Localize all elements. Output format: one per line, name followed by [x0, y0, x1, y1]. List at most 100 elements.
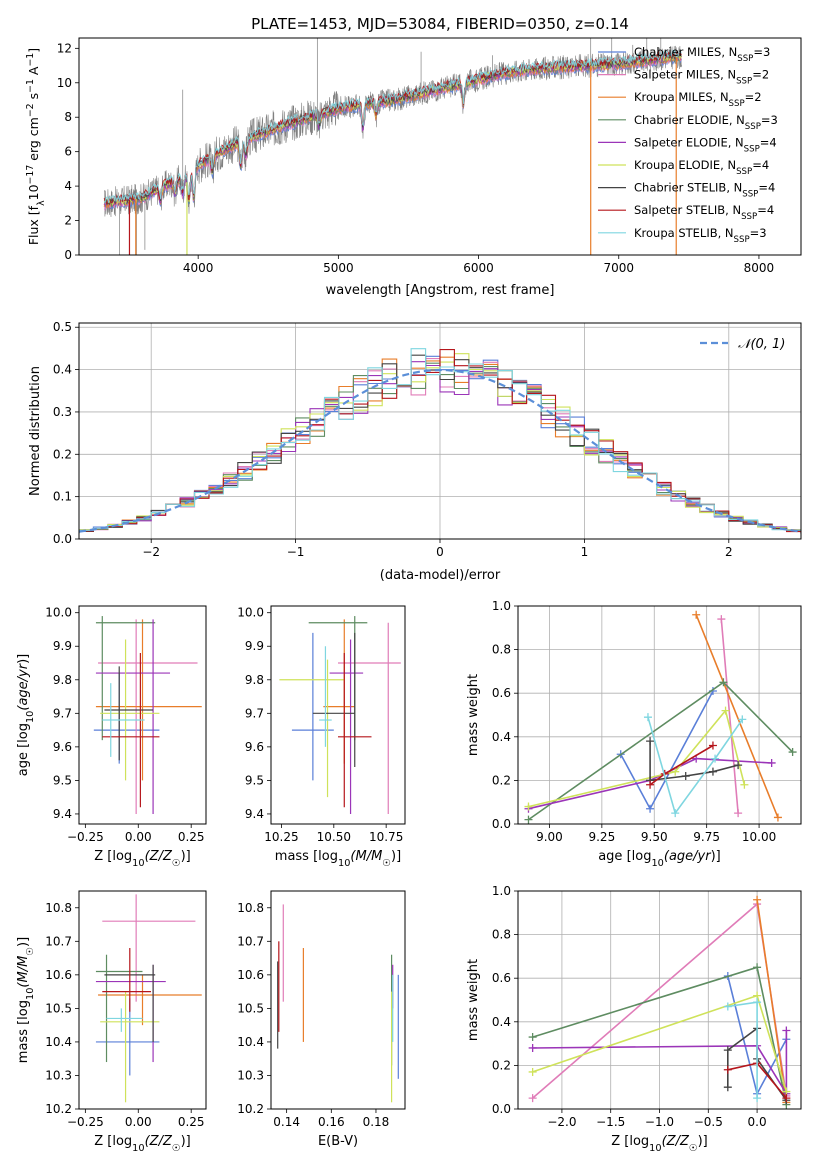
axes-frame — [517, 605, 802, 825]
axes-frame — [78, 322, 802, 540]
x-tick-label: 2 — [725, 545, 733, 559]
weight-point-marker — [671, 809, 680, 818]
x-tick-label: 0 — [436, 545, 444, 559]
legend-entry: Chabrier MILES, NSSP=3 — [634, 45, 770, 64]
x-axis-label: mass [log10(M/M☉)] — [275, 849, 401, 869]
y-axis-label: mass weight — [466, 674, 481, 756]
weight-point-marker — [782, 1026, 791, 1035]
x-tick-label: 5000 — [323, 261, 354, 275]
x-tick-label: 10.00 — [742, 830, 776, 844]
y-tick-label: 0.1 — [53, 490, 72, 504]
y-tick-label: 0.8 — [492, 928, 511, 942]
mass-vs-ebv-panel: 0.14 0.16 0.18 10.2 10.3 10.4 10.5 10.6 10.7 10.8… — [237, 890, 406, 1149]
model-spectrum-line — [103, 48, 682, 205]
weight-point-marker — [711, 754, 720, 763]
weight-series-line — [756, 899, 788, 1103]
legend-entry: 𝒩(0, 1) — [738, 337, 785, 352]
weight-point-marker — [734, 761, 743, 770]
y-tick-label: 10.4 — [45, 1035, 72, 1049]
weight-series-line — [695, 614, 779, 818]
y-tick-label: 0.6 — [492, 971, 511, 985]
y-tick-label: 10.3 — [45, 1068, 72, 1082]
y-tick-label: 10.7 — [45, 934, 72, 948]
legend-entry: Chabrier ELODIE, NSSP=3 — [634, 113, 778, 132]
x-tick-label: −2 — [142, 545, 160, 559]
weight-point-marker — [528, 1094, 537, 1103]
y-tick-label: 9.4 — [53, 807, 72, 821]
weight-vs-age-panel: 9.00 9.25 9.50 9.75 10.00 0.0 0.2 0.4 0.6 0.8 1.0 a… — [466, 599, 802, 869]
legend-entry: Salpeter MILES, NSSP=2 — [634, 68, 769, 87]
weight-point-marker — [708, 767, 717, 776]
x-tick-label: 6000 — [463, 261, 494, 275]
weight-point-marker — [528, 1033, 537, 1042]
y-tick-label: 2 — [64, 214, 72, 228]
axes-frame — [78, 890, 207, 1110]
hist-plot-area — [79, 348, 801, 534]
x-tick-label: 4000 — [183, 261, 214, 275]
y-tick-label: 9.6 — [53, 740, 72, 754]
x-axis-label: age [log10(age/yr)] — [598, 849, 721, 869]
x-tick-label: 0.25 — [178, 830, 205, 844]
mass-vs-metallicity-panel: −0.25 0.00 0.25 10.2 10.3 10.4 10.5 10.6 10.7 10.… — [16, 890, 207, 1154]
y-tick-label: 0.0 — [53, 532, 72, 546]
weight-point-marker — [717, 615, 726, 624]
y-tick-label: 4 — [64, 179, 72, 193]
y-tick-label: 0.8 — [492, 643, 511, 657]
weight-point-marker — [528, 1067, 537, 1076]
x-tick-label: −2.0 — [547, 1115, 576, 1129]
weight-series-line — [647, 716, 743, 815]
x-tick-label: −1 — [287, 545, 305, 559]
figure-title: PLATE=1453, MJD=53084, FIBERID=0350, z=0… — [251, 15, 629, 33]
y-tick-label: 0.0 — [492, 1102, 511, 1116]
y-tick-label: 10.2 — [237, 1102, 264, 1116]
weight-point-marker — [753, 963, 762, 972]
weight-point-marker — [646, 737, 655, 746]
y-tick-label: 9.7 — [53, 706, 72, 720]
x-tick-label: 7000 — [603, 261, 634, 275]
model-spectrum-line — [103, 51, 682, 206]
weight-point-marker — [723, 1046, 732, 1055]
weight-point-marker — [671, 767, 680, 776]
weight-point-marker — [708, 741, 717, 750]
weight-point-marker — [738, 715, 747, 724]
axes-frame — [270, 605, 406, 825]
weight-point-marker — [773, 813, 782, 822]
y-tick-label: 10.8 — [45, 901, 72, 915]
weight-series-line — [532, 1030, 788, 1097]
x-tick-label: 9.75 — [693, 830, 720, 844]
x-axis-label: Z [log10(Z/Z☉)] — [94, 1134, 191, 1154]
y-tick-label: 9.5 — [245, 773, 264, 787]
weight-point-marker — [767, 758, 776, 767]
y-tick-label: 1.0 — [492, 884, 511, 898]
weight-point-marker — [528, 1043, 537, 1052]
y-tick-label: 0.6 — [492, 686, 511, 700]
age-vs-mass-panel: 10.25 10.50 10.75 9.4 9.5 9.6 9.7 9.8 9.9 10.0 mas… — [237, 605, 406, 869]
y-tick-label: 10 — [57, 76, 72, 90]
y-tick-label: 10.5 — [237, 1001, 264, 1015]
weight-point-marker — [721, 706, 730, 715]
x-tick-label: 10.75 — [369, 830, 403, 844]
y-tick-label: 9.6 — [245, 740, 264, 754]
weight-series-line — [720, 619, 739, 814]
weight-point-marker — [524, 815, 533, 824]
weight-point-marker — [681, 772, 690, 781]
x-tick-label: 10.25 — [264, 830, 298, 844]
y-axis-label: age [log10(age/yr)] — [16, 654, 36, 777]
y-tick-label: 0.5 — [53, 320, 72, 334]
axes-frame — [517, 890, 802, 1110]
x-tick-label: 0.00 — [125, 1115, 152, 1129]
y-tick-label: 8 — [64, 110, 72, 124]
x-tick-label: −1.0 — [645, 1115, 674, 1129]
y-tick-label: 0.3 — [53, 405, 72, 419]
weight-point-marker — [753, 998, 762, 1007]
y-tick-label: 9.4 — [245, 807, 264, 821]
weight-point-marker — [643, 713, 652, 722]
weight-point-marker — [524, 802, 533, 811]
weight-point-marker — [753, 895, 762, 904]
legend-entry: Kroupa STELIB, NSSP=3 — [634, 226, 767, 245]
x-axis-label: E(B-V) — [318, 1134, 358, 1149]
legend-entry: Salpeter ELODIE, NSSP=4 — [634, 135, 777, 154]
age-vs-metallicity-panel: −0.25 0.00 0.25 9.4 9.5 9.6 9.7 9.8 9.9 10.0 Z [lo… — [16, 605, 207, 869]
weight-point-marker — [723, 1002, 732, 1011]
